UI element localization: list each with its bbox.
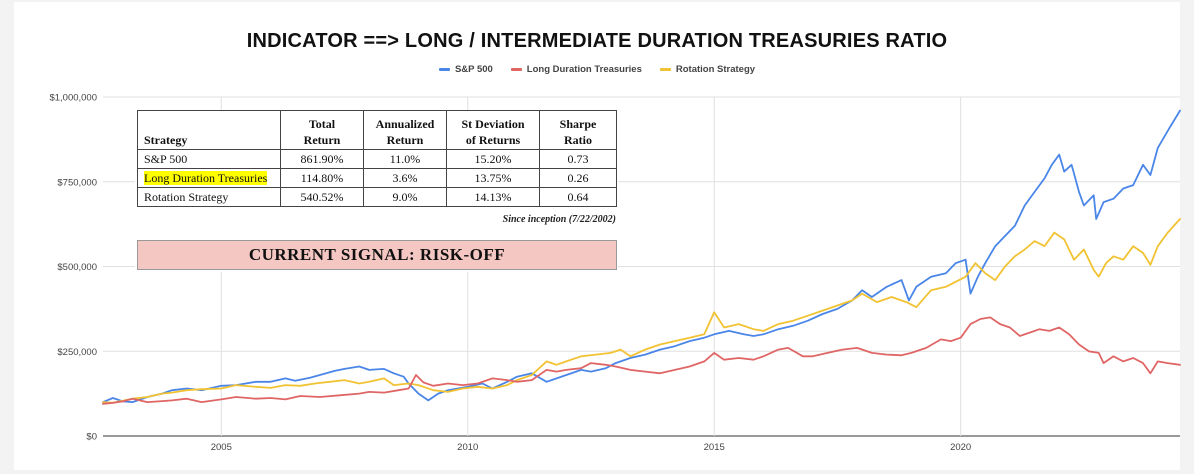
highlighted-strategy: Long Duration Treasuries xyxy=(144,171,268,185)
series-line-long-duration xyxy=(102,316,1181,405)
cell-annualized-return: 3.6% xyxy=(363,168,447,188)
cell-st-deviation: 14.13% xyxy=(446,187,540,207)
header-total-return-line1: Total xyxy=(308,117,336,131)
legend-swatch-rotation xyxy=(659,68,671,71)
x-tick-label: 2015 xyxy=(704,442,725,453)
legend-item-long-duration[interactable]: Long Duration Treasuries xyxy=(510,64,642,75)
cell-total-return: 861.90% xyxy=(280,149,364,169)
table-row: Long Duration Treasuries 114.80% 3.6% 13… xyxy=(137,168,617,188)
header-annualized-line2: Return xyxy=(386,133,424,147)
table-row: Rotation Strategy 540.52% 9.0% 14.13% 0.… xyxy=(137,187,617,207)
table-row: S&P 500 861.90% 11.0% 15.20% 0.73 xyxy=(137,149,617,169)
header-total-return: Total Return xyxy=(280,110,364,150)
cell-annualized-return: 11.0% xyxy=(363,149,447,169)
header-annualized-line1: Annualized xyxy=(375,117,435,131)
header-total-return-line2: Return xyxy=(303,133,341,147)
header-st-deviation: St Deviation of Returns xyxy=(446,110,540,150)
legend-swatch-long-duration xyxy=(510,68,522,71)
cell-total-return: 114.80% xyxy=(280,168,364,188)
header-strategy-text: Strategy xyxy=(144,133,188,147)
y-tick-label: $250,000 xyxy=(57,347,97,358)
stats-table: Strategy Total Return Annualized Return St… xyxy=(137,110,617,207)
cell-st-deviation: 13.75% xyxy=(446,168,540,188)
header-sharpe-line1: Sharpe xyxy=(559,117,597,131)
x-tick-label: 2005 xyxy=(211,442,232,453)
stats-panel: Strategy Total Return Annualized Return St… xyxy=(135,110,618,272)
cell-sharpe-ratio: 0.73 xyxy=(539,149,617,169)
cell-sharpe-ratio: 0.26 xyxy=(539,168,617,188)
cell-sharpe-ratio: 0.64 xyxy=(539,187,617,207)
legend-swatch-sp500 xyxy=(438,68,450,71)
header-sharpe-ratio: Sharpe Ratio xyxy=(539,110,617,150)
x-tick-label: 2020 xyxy=(950,442,971,453)
y-tick-label: $750,000 xyxy=(57,177,97,188)
cell-annualized-return: 9.0% xyxy=(363,187,447,207)
chart-title: INDICATOR ==> LONG / INTERMEDIATE DURATI… xyxy=(246,30,948,52)
header-sharpe-line2: Ratio xyxy=(564,133,592,147)
legend: S&P 500 Long Duration Treasuries Rotatio… xyxy=(0,64,1194,75)
header-stdev-line1: St Deviation xyxy=(461,117,525,131)
series-line-rotation xyxy=(102,218,1181,404)
y-tick-label: $500,000 xyxy=(57,262,97,273)
legend-item-rotation[interactable]: Rotation Strategy xyxy=(659,64,756,75)
cell-total-return: 540.52% xyxy=(280,187,364,207)
legend-label-rotation: Rotation Strategy xyxy=(675,64,756,75)
x-tick-label: 2010 xyxy=(457,442,478,453)
header-stdev-line2: of Returns xyxy=(465,133,521,147)
cell-strategy: Rotation Strategy xyxy=(137,187,281,207)
cell-strategy: Long Duration Treasuries xyxy=(137,168,281,188)
series-line-sp500 xyxy=(102,109,1181,403)
legend-label-long-duration: Long Duration Treasuries xyxy=(526,64,642,75)
y-tick-label: $1,000,000 xyxy=(49,93,97,104)
since-inception-note: Since inception (7/22/2002) xyxy=(502,214,616,225)
y-tick-label: $0 xyxy=(86,432,97,443)
legend-label-sp500: S&P 500 xyxy=(454,64,493,75)
current-signal-box: CURRENT SIGNAL: RISK-OFF xyxy=(137,240,617,270)
header-annualized-return: Annualized Return xyxy=(363,110,447,150)
axes: $0 $250,000 $500,000 $750,000 $1,000,000 2005… xyxy=(49,93,971,454)
cell-st-deviation: 15.20% xyxy=(446,149,540,169)
cell-strategy: S&P 500 xyxy=(137,149,281,169)
header-strategy: Strategy xyxy=(137,110,281,150)
legend-item-sp500[interactable]: S&P 500 xyxy=(438,64,493,75)
stats-header-row: Strategy Total Return Annualized Return St… xyxy=(137,110,617,150)
series-lines xyxy=(102,109,1181,405)
